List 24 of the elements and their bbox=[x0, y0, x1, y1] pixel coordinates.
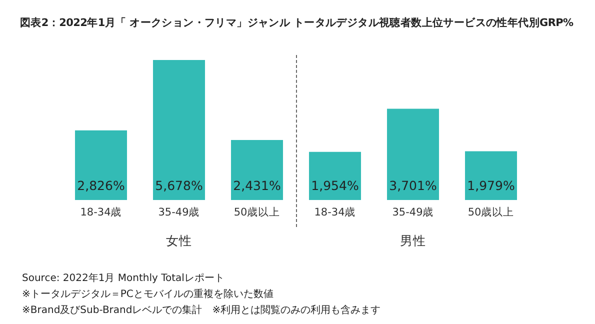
bar bbox=[309, 152, 361, 200]
data-label: 2,431% bbox=[233, 178, 281, 193]
data-label: 1,979% bbox=[467, 178, 515, 193]
source-note: Source: 2022年1月 Monthly Totalレポート bbox=[22, 272, 226, 286]
text: ※Brand及びSub-Brandレベルでの集計 ※利用とは閲覧のみの利用も含みます bbox=[22, 304, 381, 318]
x-tick-label: 35-49歳 bbox=[158, 205, 200, 218]
data-label: 2,826% bbox=[77, 178, 125, 193]
x-tick-label: 50歳以上 bbox=[468, 205, 514, 218]
data-label: 5,678% bbox=[155, 178, 203, 193]
x-tick-label: 35-49歳 bbox=[392, 205, 434, 218]
text: 男性 bbox=[399, 233, 427, 250]
bar bbox=[231, 140, 283, 200]
bar bbox=[153, 60, 205, 200]
data-label: 1,954% bbox=[311, 178, 359, 193]
text: 女性 bbox=[165, 233, 193, 250]
x-tick-label: 50歳以上 bbox=[234, 205, 280, 218]
bar bbox=[75, 130, 127, 200]
x-tick-label: 18-34歳 bbox=[80, 205, 122, 218]
bar bbox=[387, 108, 439, 200]
x-tick-label: 18-34歳 bbox=[314, 205, 356, 218]
text: ※トータルデジタル＝PCとモバイルの重複を除いた数値 bbox=[22, 288, 274, 302]
bar bbox=[465, 151, 517, 200]
chart-title: 図表2：2022年1月「 オークション・フリマ」ジャンル トータルデジタル視聴者数上位サービスの性年代別GRP% bbox=[20, 16, 574, 30]
data-label: 3,701% bbox=[389, 178, 437, 193]
